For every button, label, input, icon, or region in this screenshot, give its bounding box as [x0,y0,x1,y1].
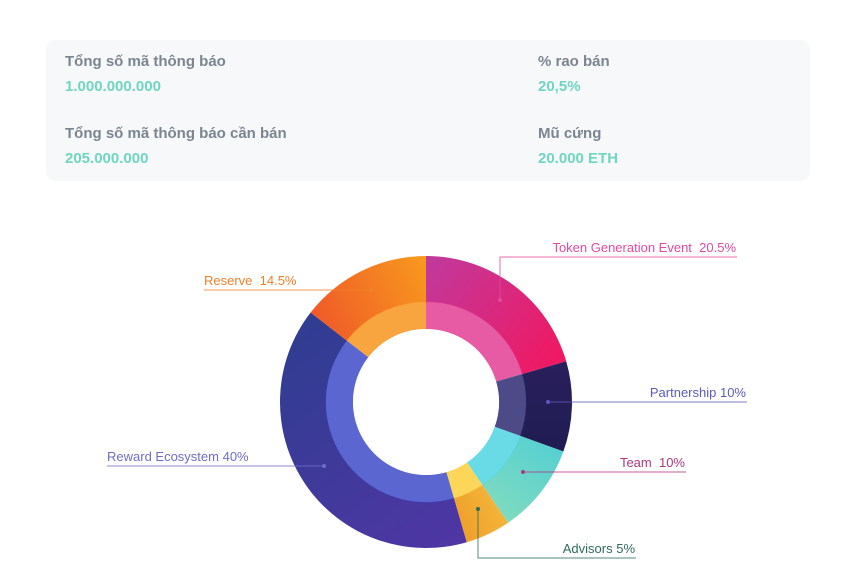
stat-sale-percent: % rao bán 20,5% [538,53,610,95]
stat-hard-cap-value: 20.000 ETH [538,150,619,167]
leader-dot-reserve [369,288,373,292]
slice-label-token-generation-event: Token Generation Event 20.5% [552,240,736,255]
leader-dot-reward-ecosystem [322,464,326,468]
leader-dot-partnership [546,400,550,404]
stat-sale-percent-value: 20,5% [538,78,581,95]
slice-outer-reward-ecosystem [279,312,467,548]
stat-total-tokens-value: 1.000.000.000 [65,78,161,95]
stat-total-tokens-label: Tổng số mã thông báo [65,53,226,70]
slice-inner-advisors [446,462,483,499]
leader-line-token-generation-event [499,256,737,300]
slice-outer-token-generation-event [426,256,567,375]
leader-dot-team [521,470,525,474]
slice-outer-team [482,435,564,523]
slice-label-reward-ecosystem: Reward Ecosystem 40% [107,449,249,464]
slice-outer-partnership [520,361,572,452]
slice-label-reserve: Reserve 14.5% [204,273,297,288]
slice-inner-token-generation-event [426,301,523,382]
stat-total-tokens: Tổng số mã thông báo 1.000.000.000 [65,53,226,95]
slice-label-advisors: Advisors 5% [563,541,636,556]
slice-outer-advisors [453,484,509,543]
stat-tokens-for-sale: Tổng số mã thông báo cần bán 205.000.000 [65,125,287,167]
stat-hard-cap-label: Mũ cứng [538,125,602,142]
slice-outer-reserve [310,256,426,341]
token-stats-card: Tổng số mã thông báo 1.000.000.000 % rao… [46,40,810,181]
leader-dot-advisors [476,507,480,511]
slice-inner-reward-ecosystem [325,340,455,503]
slice-inner-partnership [494,373,527,437]
slice-label-partnership: Partnership 10% [650,385,747,400]
stat-tokens-for-sale-value: 205.000.000 [65,150,149,167]
slice-inner-team [467,426,521,486]
slice-label-team: Team 10% [620,455,685,470]
leader-dot-token-generation-event [498,298,502,302]
slice-inner-reserve [346,301,426,358]
stat-sale-percent-label: % rao bán [538,53,610,70]
donut-hole [353,329,499,475]
stat-tokens-for-sale-label: Tổng số mã thông báo cần bán [65,125,287,142]
stat-hard-cap: Mũ cứng 20.000 ETH [538,125,618,167]
leader-line-advisors [477,509,636,559]
token-distribution-donut-chart: Token Generation Event 20.5% Partnership … [107,240,747,559]
